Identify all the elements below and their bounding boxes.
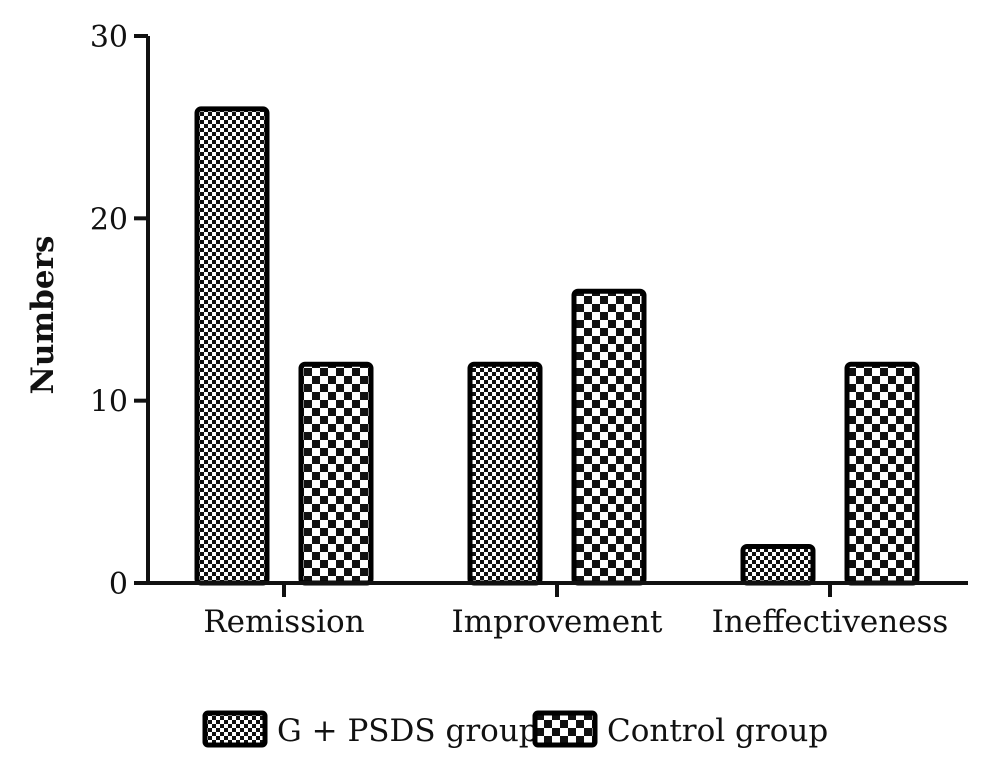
x-tick-label: Remission [203,604,364,640]
legend-swatch [532,710,598,748]
y-axis-label: Numbers [25,236,61,395]
y-tick-label: 30 [90,20,128,55]
x-axis-ticks: Remission Improvement Ineffectiveness [203,583,948,640]
bar-ineffectiveness-series-2 [844,361,920,586]
bar-improvement-series-1 [467,361,543,586]
y-tick-label: 0 [109,567,128,602]
bar-remission-series-1 [194,106,270,586]
x-tick-label: Improvement [452,604,664,640]
y-tick-label: 20 [90,202,128,237]
bars-layer [194,106,920,586]
bar-improvement-series-2 [571,288,647,586]
legend-label: G + PSDS group [277,713,539,749]
bar-ineffectiveness-series-1 [740,544,816,586]
x-tick-label: Ineffectiveness [712,604,949,640]
legend-label: Control group [607,713,828,749]
legend-swatch [202,710,268,748]
y-axis-ticks: 0 10 20 30 [90,20,148,602]
y-tick-label: 10 [90,385,128,420]
legend: G + PSDS group Control group [202,710,828,749]
bar-remission-series-2 [298,361,374,586]
